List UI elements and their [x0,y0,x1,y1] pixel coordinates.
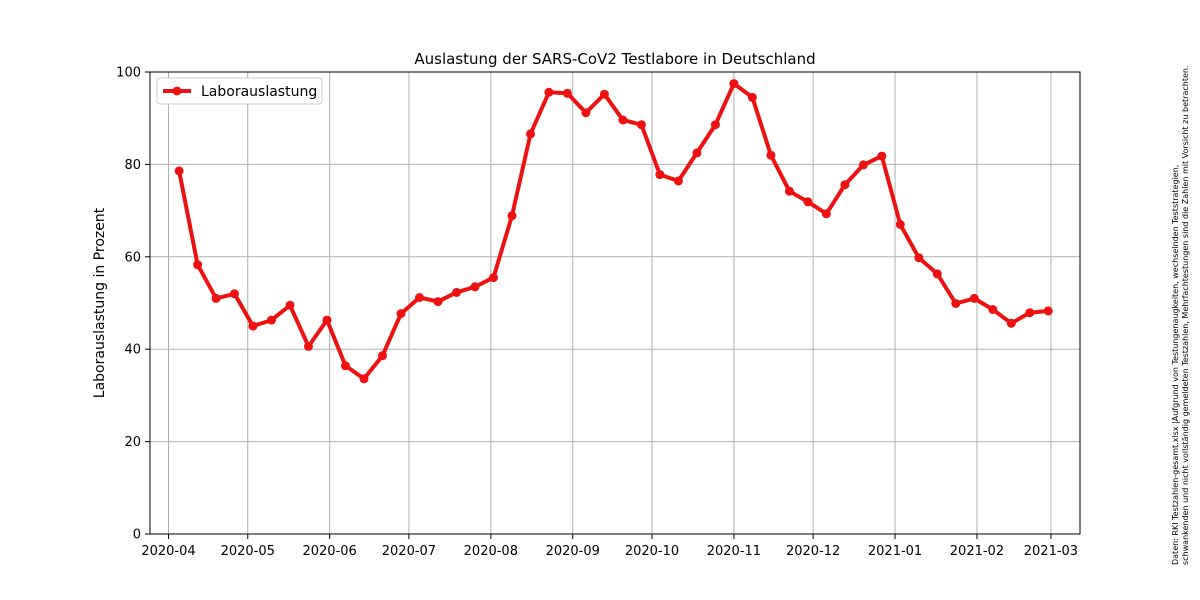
data-point [562,88,572,98]
data-point [840,180,850,190]
data-point [636,120,646,130]
axis-ticks: 0 20 40 60 80 100 2020-04 2020-05 2020-06 2020-07… [116,66,1078,560]
legend-box [156,77,323,105]
plot-frame [149,71,1081,535]
data-point [692,148,702,158]
x-tick-label: 2020-09 [546,544,600,559]
data-point [322,315,332,325]
data-point [988,305,998,314]
y-tick-label: 60 [124,250,141,265]
data-point [655,170,665,180]
series-layer [174,79,1053,384]
legend: Laborauslastung [156,77,323,105]
x-tick-label: 2020-10 [625,544,679,559]
legend-label: Laborauslastung [201,84,317,100]
data-point [618,115,628,125]
data-point [599,89,609,99]
legend-point-marker [172,86,182,96]
x-tick-label: 2020-06 [302,544,356,559]
data-point [211,293,221,303]
data-point [821,209,831,219]
series-line [177,81,1051,381]
data-point [470,282,480,292]
data-point [248,321,258,331]
data-point [803,197,813,207]
chart-title: Auslastung der SARS-CoV2 Testlabore in D… [414,50,815,68]
x-tick-label: 2021-01 [868,544,922,559]
data-point [951,299,961,308]
data-point [230,289,239,299]
annotation-line-1: Daten: RKI Testzahlen-gesamt.xlsx |Aufgr… [1171,165,1180,565]
source-annotation: Daten: RKI Testzahlen-gesamt.xlsx |Aufgr… [1171,65,1190,565]
data-point [378,351,387,361]
data-point [858,160,868,170]
x-tick-label: 2020-12 [786,544,840,559]
y-tick-label: 100 [116,66,141,81]
data-point [341,361,350,371]
data-point [877,151,887,161]
y-axis-label: Laborauslastung in Prozent [92,207,108,398]
data-point [526,129,535,139]
data-point [174,166,184,176]
data-point [969,293,979,303]
data-point [1043,306,1053,316]
x-tick-label: 2020-08 [464,544,518,559]
y-tick-label: 80 [124,158,141,173]
data-point [304,341,313,351]
x-tick-label: 2020-07 [382,544,436,559]
x-tick-label: 2021-03 [1024,544,1078,559]
data-point [285,300,295,310]
data-point [710,120,720,130]
x-tick-label: 2020-11 [707,544,761,559]
data-point [729,79,739,89]
data-point [673,176,683,186]
data-point [359,374,369,384]
data-point [747,92,757,102]
data-point [1006,318,1016,328]
data-point [452,287,461,297]
data-point [895,220,905,229]
data-point [507,211,517,221]
data-point [914,253,924,263]
annotation-line-2: schwankenden und nicht vollständig gemel… [1181,65,1190,565]
data-point [433,297,443,307]
data-point [544,87,554,97]
data-point [766,150,776,160]
y-tick-label: 40 [124,343,141,358]
data-point [415,293,424,302]
data-point [581,108,591,118]
data-point [932,269,942,279]
data-point [1025,308,1035,318]
data-point [193,260,203,270]
data-point [396,309,406,319]
x-tick-label: 2020-04 [141,544,195,559]
x-tick-label: 2020-05 [221,544,275,559]
y-tick-label: 0 [133,528,141,543]
x-tick-label: 2021-02 [950,544,1004,559]
data-point [267,315,276,325]
data-point [784,186,794,196]
data-point [489,273,498,283]
y-tick-label: 20 [124,435,141,450]
